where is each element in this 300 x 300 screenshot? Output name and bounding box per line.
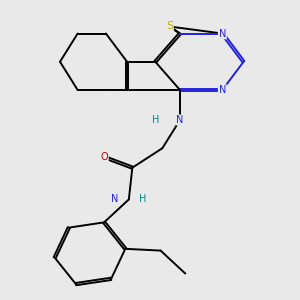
Text: H: H: [139, 194, 147, 204]
Text: H: H: [152, 115, 159, 125]
Text: N: N: [219, 28, 226, 38]
Text: N: N: [219, 85, 226, 95]
Text: N: N: [111, 194, 118, 204]
Text: N: N: [176, 115, 184, 125]
Text: S: S: [166, 22, 173, 32]
Text: O: O: [100, 152, 108, 162]
